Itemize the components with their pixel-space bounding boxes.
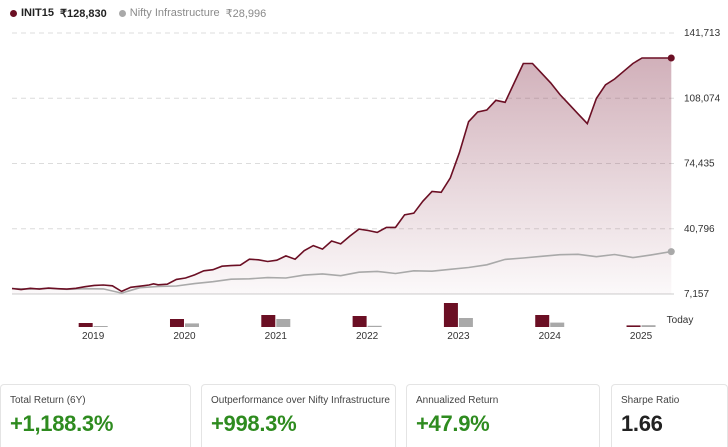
yearly-return-bar-init15 — [626, 325, 641, 327]
yearly-return-bar-nifty — [550, 322, 565, 327]
stat-label: Outperformance over Nifty Infrastructure — [211, 395, 390, 406]
stat-value: +998.3% — [211, 411, 297, 436]
stats-row: Total Return (6Y) +1,188.3% Outperforman… — [0, 384, 728, 447]
y-tick-label: 74,435 — [684, 159, 715, 170]
y-tick-label: 7,157 — [684, 289, 709, 300]
legend-series-value: ₹128,830 — [60, 7, 107, 20]
x-end-label: Today — [667, 315, 694, 326]
yearly-return-bar-init15 — [535, 315, 550, 327]
yearly-return-bar-nifty — [93, 326, 108, 327]
legend-series-value: ₹28,996 — [225, 7, 267, 20]
yearly-return-bar-init15 — [169, 319, 184, 327]
y-tick-label: 141,713 — [684, 28, 721, 39]
y-tick-label: 40,796 — [684, 224, 715, 235]
x-tick-label: 2021 — [265, 331, 288, 342]
stat-card-annualized-return: Annualized Return +47.9% — [406, 384, 600, 447]
yearly-return-bar-init15 — [78, 323, 93, 327]
stat-card-total-return: Total Return (6Y) +1,188.3% — [0, 384, 191, 447]
performance-chart: 141,713 108,074 74,435 40,796 7,157 2019 2020 2… — [11, 28, 721, 342]
x-tick-label: 2020 — [173, 331, 196, 342]
init15-area — [12, 58, 672, 294]
yearly-return-bar-init15 — [443, 303, 458, 327]
yearly-return-bar-nifty — [276, 319, 291, 327]
x-tick-label: 2023 — [447, 331, 470, 342]
init15-end-marker — [667, 54, 675, 62]
stat-value: +1,188.3% — [10, 411, 114, 436]
stat-card-sharpe-ratio: Sharpe Ratio 1.66 — [611, 384, 728, 447]
y-tick-label: 108,074 — [684, 93, 721, 104]
legend-series-name: INIT15 — [21, 7, 55, 19]
stat-label: Annualized Return — [416, 395, 499, 406]
init15-line — [11, 57, 672, 293]
stat-label: Total Return (6Y) — [10, 395, 86, 406]
yearly-return-bar-nifty — [184, 323, 199, 327]
yearly-return-bar-nifty — [458, 318, 473, 327]
stat-value: 1.66 — [621, 411, 663, 436]
legend-item-init15[interactable]: INIT15 ₹128,830 — [10, 7, 107, 20]
yearly-return-bar-nifty — [641, 325, 656, 327]
legend-series-name: Nifty Infrastructure — [129, 7, 220, 19]
stat-card-outperformance: Outperformance over Nifty Infrastructure… — [201, 384, 396, 447]
x-tick-label: 2022 — [356, 331, 379, 342]
chart-legend: INIT15 ₹128,830 Nifty Infrastructure ₹28… — [10, 5, 278, 21]
x-tick-label: 2019 — [82, 331, 105, 342]
yearly-return-bar-nifty — [367, 325, 382, 327]
nifty-infrastructure-line — [11, 250, 672, 294]
series-color-dot — [118, 9, 126, 17]
x-tick-label: 2024 — [539, 331, 562, 342]
stat-label: Sharpe Ratio — [621, 395, 680, 406]
legend-item-nifty-infrastructure[interactable]: Nifty Infrastructure ₹28,996 — [118, 7, 267, 20]
stat-value: +47.9% — [416, 411, 490, 436]
nifty-infrastructure-end-marker — [667, 248, 675, 256]
x-tick-label: 2025 — [630, 331, 653, 342]
yearly-return-bar-init15 — [261, 315, 276, 327]
yearly-return-bar-init15 — [352, 316, 367, 327]
series-color-dot — [10, 9, 17, 17]
